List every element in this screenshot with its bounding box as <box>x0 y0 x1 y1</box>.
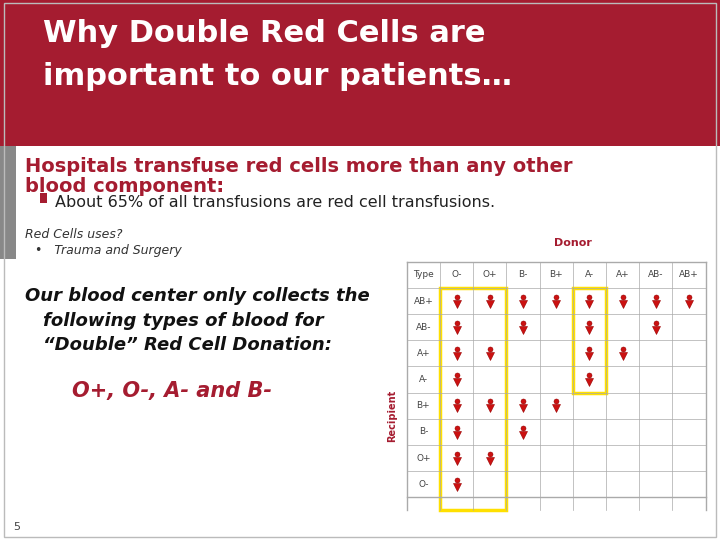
Text: Red Cells uses?: Red Cells uses? <box>25 228 122 241</box>
Bar <box>40 193 47 202</box>
Text: AB+: AB+ <box>679 271 699 280</box>
Text: •   Trauma and Surgery: • Trauma and Surgery <box>35 244 181 257</box>
Text: O+: O+ <box>416 454 431 462</box>
Text: Hospitals transfuse red cells more than any other: Hospitals transfuse red cells more than … <box>25 157 572 176</box>
Text: A-: A- <box>419 375 428 384</box>
Text: Recipient: Recipient <box>387 390 397 442</box>
Text: A+: A+ <box>417 349 431 358</box>
Text: B+: B+ <box>549 271 563 280</box>
Text: A+: A+ <box>616 271 629 280</box>
Text: B+: B+ <box>417 401 431 410</box>
Text: AB-: AB- <box>648 271 664 280</box>
Bar <box>0 0 720 146</box>
Text: following types of blood for: following types of blood for <box>43 312 324 330</box>
Bar <box>573 288 606 393</box>
Text: A-: A- <box>585 271 594 280</box>
Bar <box>0 146 16 259</box>
Text: blood component:: blood component: <box>25 177 225 196</box>
Text: important to our patients…: important to our patients… <box>43 62 512 91</box>
Text: About 65% of all transfusions are red cell transfusions.: About 65% of all transfusions are red ce… <box>55 195 495 211</box>
Bar <box>440 288 506 510</box>
Text: B-: B- <box>419 427 428 436</box>
Text: O-: O- <box>418 480 428 489</box>
Text: B-: B- <box>518 271 528 280</box>
Text: “Double” Red Cell Donation:: “Double” Red Cell Donation: <box>43 336 332 354</box>
Text: Our blood center only collects the: Our blood center only collects the <box>25 287 370 305</box>
Text: O-: O- <box>451 271 462 280</box>
Text: O+: O+ <box>482 271 497 280</box>
Text: 5: 5 <box>13 522 20 532</box>
Text: Why Double Red Cells are: Why Double Red Cells are <box>43 19 486 48</box>
Text: O+, O-, A- and B-: O+, O-, A- and B- <box>72 381 272 401</box>
Text: Donor: Donor <box>554 238 592 248</box>
Text: AB-: AB- <box>415 323 431 332</box>
Text: Type: Type <box>413 271 433 280</box>
Text: AB+: AB+ <box>413 296 433 306</box>
